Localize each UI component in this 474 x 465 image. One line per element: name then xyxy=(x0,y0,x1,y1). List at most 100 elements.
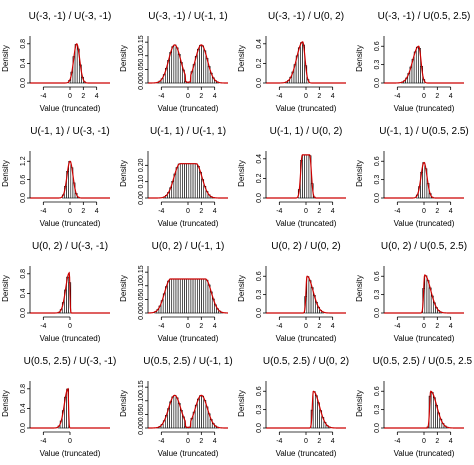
histogram-bar xyxy=(175,47,179,84)
histogram-bar xyxy=(422,162,426,199)
x-axis-label: Value (truncated) xyxy=(158,449,219,458)
histogram-svg: U(-1, 1) / U(-1, 1) 0.00 0.10 0.20 Density -4… xyxy=(119,126,228,228)
histogram-panel: U(0, 2) / U(0, 2) 0.0 0.3 0.6 Density -4 0 2 4 Va… xyxy=(236,230,354,345)
y-tick-label: 0.6 xyxy=(374,386,381,396)
histogram-bar xyxy=(194,163,198,199)
y-axis-label: Density xyxy=(237,160,246,187)
y-tick-label: 0.10 xyxy=(138,394,145,408)
panel-title: U(-3, -1) / U(0, 2) xyxy=(268,11,344,22)
histogram-bar xyxy=(175,397,179,429)
y-axis-label: Density xyxy=(355,390,364,417)
density-curve xyxy=(30,43,110,84)
x-tick-label: 0 xyxy=(68,438,72,445)
y-tick-label: 0.8 xyxy=(20,39,27,49)
histogram-bar xyxy=(173,395,177,429)
x-axis-label: Value (truncated) xyxy=(276,449,337,458)
y-tick-label: 0.8 xyxy=(20,384,27,394)
histogram-bar xyxy=(201,45,205,84)
x-tick-label: 2 xyxy=(317,438,321,445)
histogram-bar xyxy=(186,163,190,199)
histogram-bar xyxy=(171,278,175,314)
x-axis-label: Value (truncated) xyxy=(276,334,337,343)
y-axis-label: Density xyxy=(1,275,10,302)
histogram-bar xyxy=(424,275,428,314)
y-axis-label: Density xyxy=(355,45,364,72)
y-axis-label: Density xyxy=(237,275,246,302)
histogram-svg: U(-1, 1) / U(0, 2) 0.0 0.2 0.4 Density -4 0 2 4 V… xyxy=(237,126,346,228)
histogram-svg: U(0.5, 2.5) / U(-1, 1) 0.000.050.100.15 De… xyxy=(119,356,233,458)
histogram-bar xyxy=(184,163,187,199)
histogram-bar xyxy=(173,44,177,84)
histogram-bar xyxy=(171,46,175,84)
histogram-bar xyxy=(306,154,310,199)
y-tick-label: 0.05 xyxy=(138,292,145,306)
y-tick-label: 0.0 xyxy=(256,193,263,203)
histogram-svg: U(0.5, 2.5) / U(0.5, 2.5) 0.0 0.3 0.6 Densit… xyxy=(355,356,474,458)
histogram-panel: U(0, 2) / U(-1, 1) 0.00 0.05 0.10 0.15 Densit… xyxy=(118,230,236,345)
x-tick-label: 0 xyxy=(422,93,426,100)
histogram-panel: U(0.5, 2.5) / U(0, 2) 0.0 0.3 0.6 Density -4 0… xyxy=(236,345,354,460)
x-tick-label: 4 xyxy=(213,93,217,100)
y-tick-label: 0.00 xyxy=(138,306,145,320)
histogram-svg: U(-3, -1) / U(-1, 1) 0.000.050.100.15 Dens… xyxy=(119,11,228,113)
y-tick-label: 0.6 xyxy=(374,271,381,281)
x-axis-label: Value (truncated) xyxy=(394,334,455,343)
histogram-bar xyxy=(300,42,303,84)
x-tick-label: -4 xyxy=(394,208,400,215)
histogram-svg: U(0, 2) / U(0.5, 2.5) 0.0 0.3 0.6 Density -4 0… xyxy=(355,241,467,343)
y-tick-label: 0.4 xyxy=(256,154,263,164)
y-axis-label: Density xyxy=(1,160,10,187)
x-axis-label: Value (truncated) xyxy=(158,219,219,228)
histogram-bar xyxy=(197,48,200,84)
histogram-bar xyxy=(308,280,312,314)
x-tick-label: 2 xyxy=(317,323,321,330)
x-tick-label: 4 xyxy=(213,208,217,215)
histogram-bar xyxy=(297,47,301,84)
y-axis-label: Density xyxy=(1,45,10,72)
y-tick-label: 0.0 xyxy=(20,308,27,318)
x-tick-label: 0 xyxy=(186,323,190,330)
y-tick-label: 0.05 xyxy=(138,407,145,421)
x-tick-label: -4 xyxy=(276,438,282,445)
histogram-bar xyxy=(315,395,318,429)
x-tick-label: 4 xyxy=(449,323,453,330)
histogram-bar xyxy=(199,44,202,84)
x-tick-label: 2 xyxy=(435,208,439,215)
histogram-svg: U(-1, 1) / U(-3, -1) 0.0 0.6 1.2 Density -4 0 2… xyxy=(1,126,110,228)
y-tick-label: 0.6 xyxy=(256,271,263,281)
x-tick-label: 0 xyxy=(304,93,308,100)
histogram-bar xyxy=(182,163,185,199)
histogram-panel: U(-1, 1) / U(-1, 1) 0.00 0.10 0.20 Density -4… xyxy=(118,115,236,230)
histogram-bar xyxy=(190,278,194,314)
y-tick-label: 0.15 xyxy=(138,380,145,394)
histogram-svg: U(-3, -1) / U(0.5, 2.5) 0.0 0.3 0.6 Density -… xyxy=(355,11,470,113)
x-tick-label: 0 xyxy=(186,208,190,215)
y-tick-label: 1.2 xyxy=(20,156,27,166)
density-curve xyxy=(148,278,228,314)
density-curve xyxy=(30,387,110,429)
y-tick-label: 0.4 xyxy=(20,403,27,413)
y-tick-label: 0.3 xyxy=(256,290,263,300)
histogram-panel: U(-3, -1) / U(-3, -1) 0.0 0.4 0.8 Density -4 0… xyxy=(0,0,118,115)
x-tick-label: 0 xyxy=(304,208,308,215)
density-curve xyxy=(148,163,228,199)
histogram-bar xyxy=(199,278,202,314)
y-tick-label: 0.00 xyxy=(138,76,145,90)
x-tick-label: 0 xyxy=(68,208,72,215)
density-curve xyxy=(30,160,110,199)
histogram-bar xyxy=(430,392,434,429)
y-tick-label: 0.20 xyxy=(138,158,145,172)
y-tick-label: 0.10 xyxy=(138,175,145,189)
histogram-bar xyxy=(203,400,207,429)
x-tick-label: 0 xyxy=(186,93,190,100)
x-tick-label: -4 xyxy=(158,438,164,445)
histogram-panel: U(0.5, 2.5) / U(0.5, 2.5) 0.0 0.3 0.6 Densit… xyxy=(354,345,474,460)
y-tick-label: 0.3 xyxy=(256,405,263,415)
panel-title: U(0, 2) / U(0, 2) xyxy=(271,241,340,252)
histogram-bar xyxy=(426,280,430,314)
y-axis-label: Density xyxy=(237,45,246,72)
histogram-panel: U(0, 2) / U(-3, -1) 0.0 0.4 0.8 Density -4 0 Va… xyxy=(0,230,118,345)
x-tick-label: 2 xyxy=(199,438,203,445)
histogram-bar xyxy=(179,278,183,314)
